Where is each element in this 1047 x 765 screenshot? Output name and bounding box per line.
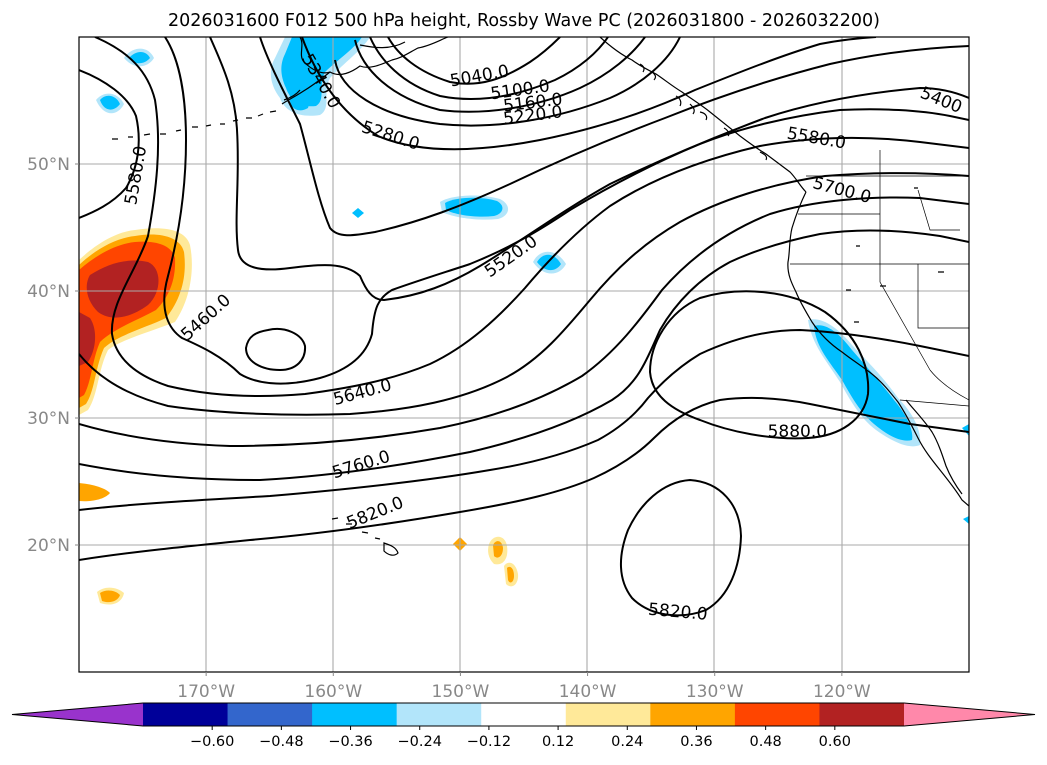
colorbar-tick-label: 0.48 [749, 734, 781, 750]
colorbar-extend-high [904, 703, 1035, 726]
lon-tick-label: 170°W [177, 682, 235, 702]
coastlines [112, 37, 969, 556]
mexico-border [899, 399, 969, 407]
lat-tick-labels: 20°N 30°N 40°N 50°N [27, 155, 79, 556]
height-contours [79, 37, 969, 617]
contour-5580 [79, 69, 969, 416]
contour-5220 [334, 37, 681, 127]
sea-of-okhotsk-small [846, 187, 944, 323]
colorbar-segment [143, 703, 229, 726]
lat-tick-label: 20°N [27, 536, 70, 556]
nevada-border [879, 214, 969, 371]
colorbar-tick-label: −0.36 [328, 734, 372, 750]
negative-anomaly-46n [445, 197, 503, 217]
contour-5820-nw-loop [244, 328, 307, 372]
contour-5820-north [79, 396, 969, 561]
negative-anomaly-east-edge [962, 424, 969, 436]
contour-5460 [163, 37, 969, 385]
southeast-alaska-coast [599, 37, 807, 193]
lat-tick-label: 50°N [27, 155, 70, 175]
positive-anomaly-18n-orange [507, 566, 514, 583]
hawaii-islands [331, 517, 399, 556]
arizona-border [929, 369, 969, 401]
contour-label: 5880.0 [768, 422, 827, 442]
positive-anomaly-west-darkred-edge [79, 312, 96, 366]
colorbar-segment [312, 703, 398, 726]
chart-title: 2026031600 F012 500 hPa height, Rossby W… [168, 11, 880, 31]
colorbar-tick-label: 0.12 [542, 734, 574, 750]
contour-5280 [301, 37, 877, 151]
contour-5760 [79, 328, 969, 511]
positive-anomaly-shading [79, 228, 519, 605]
lon-tick-label: 160°W [304, 682, 362, 702]
lat-tick-label: 40°N [27, 282, 70, 302]
lon-tick-label: 150°W [432, 682, 490, 702]
colorbar-segment [396, 703, 482, 726]
positive-anomaly-20n-west [79, 483, 110, 502]
map-frame [78, 36, 970, 673]
colorbar-tick-label: 0.24 [611, 734, 643, 750]
lon-tick-labels: 170°W 160°W 150°W 140°W 130°W 120°W [177, 672, 871, 702]
contour-5520 [94, 37, 969, 397]
colorbar-tick-label: −0.24 [398, 734, 442, 750]
lon-tick-label: 120°W [813, 682, 871, 702]
negative-anomaly-bering-small [289, 93, 309, 111]
contour-5700 [79, 229, 969, 482]
colorbar-tick-label: 0.60 [819, 734, 851, 750]
lon-tick-label: 140°W [559, 682, 617, 702]
contour-5820-south [619, 478, 743, 617]
negative-anomaly-east-edge-2 [963, 516, 969, 524]
contour-5100 [369, 37, 609, 100]
negative-anomaly-aleutian [100, 95, 120, 110]
colorbar: −0.60 −0.48 −0.36 −0.24 −0.12 0.12 0.24 0.36 0.4… [11, 702, 1036, 750]
negative-anomaly-46n-dot [352, 208, 364, 218]
colorbar-extend-low [12, 703, 143, 726]
colorbar-tick-label: −0.60 [190, 734, 234, 750]
lat-tick-label: 30°N [27, 409, 70, 429]
lon-tick-label: 130°W [686, 682, 744, 702]
colorbar-tick-label: −0.48 [259, 734, 303, 750]
aleutian-islands [112, 110, 277, 140]
baja-coast [905, 399, 963, 495]
contour-5340 [259, 37, 969, 237]
negative-anomaly-california [814, 325, 913, 441]
contour-5040 [387, 37, 561, 85]
positive-anomaly-17n-core [100, 590, 120, 603]
contour-5880 [648, 290, 870, 440]
gridlines [79, 37, 969, 672]
idaho-border [879, 150, 960, 231]
contour-5640 [79, 196, 969, 448]
contour-5160 [354, 37, 646, 113]
colorbar-segment [227, 703, 313, 726]
negative-anomaly-shading [96, 37, 969, 524]
colorbar-tick-label: 0.36 [680, 734, 712, 750]
colorbar-segment [650, 703, 736, 726]
colorbar-segment [565, 703, 651, 726]
alaska-coast [299, 37, 449, 76]
colorbar-outline [11, 702, 1036, 727]
negative-anomaly-nw [129, 52, 150, 64]
colorbar-tick-label: −0.12 [467, 734, 511, 750]
contour-5400 [209, 37, 969, 302]
colorbar-segment [734, 703, 820, 726]
us-west-coast [787, 191, 969, 507]
colorbar-segment [819, 703, 905, 726]
colorbar-segment [481, 703, 567, 726]
